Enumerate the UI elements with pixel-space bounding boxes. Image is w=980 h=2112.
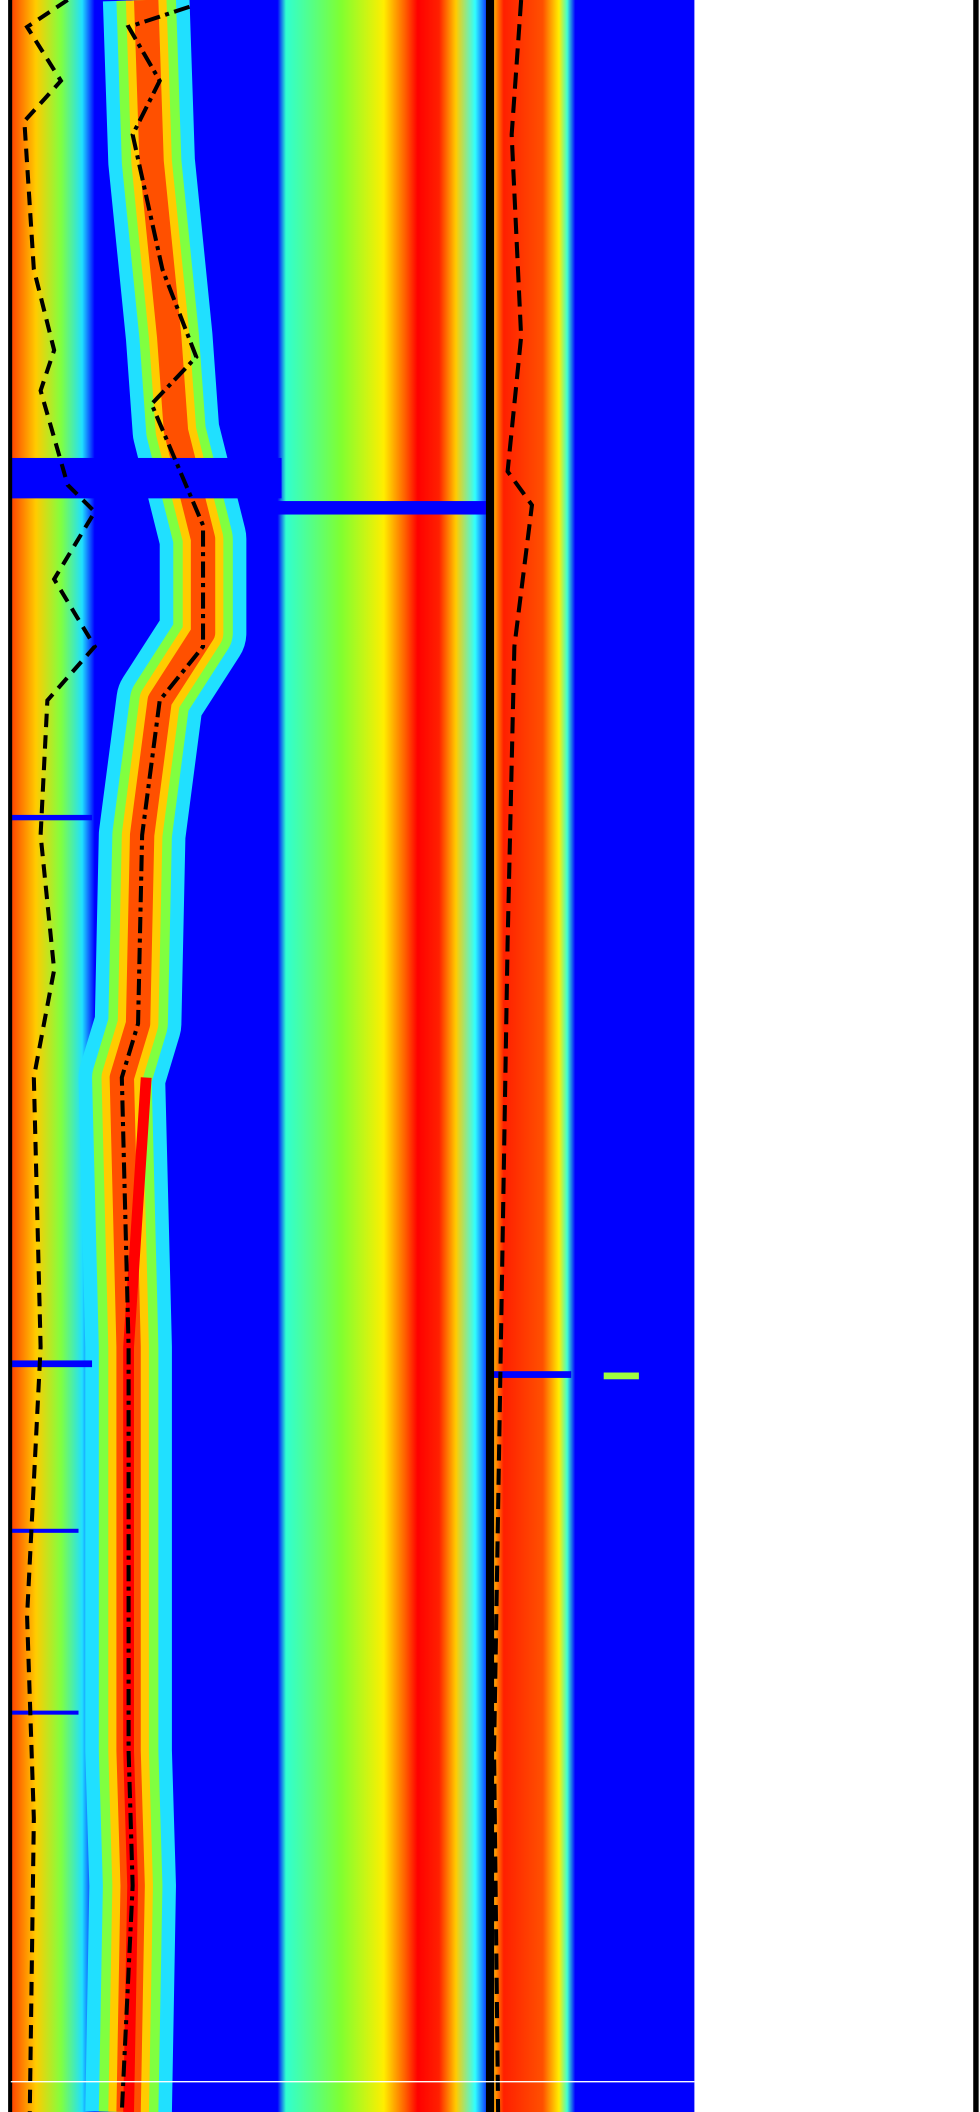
streaks xyxy=(10,457,572,1715)
divider xyxy=(485,0,495,2112)
right-border xyxy=(973,0,979,2112)
contour-low xyxy=(22,0,98,2112)
contour-mid xyxy=(119,4,206,2112)
contour-right xyxy=(492,0,535,2112)
bottom-line xyxy=(10,2081,695,2083)
band-right xyxy=(494,0,576,2112)
left-border xyxy=(8,0,13,2112)
band-main xyxy=(277,0,490,2112)
spot xyxy=(603,1372,639,1380)
band-low xyxy=(10,0,95,2112)
